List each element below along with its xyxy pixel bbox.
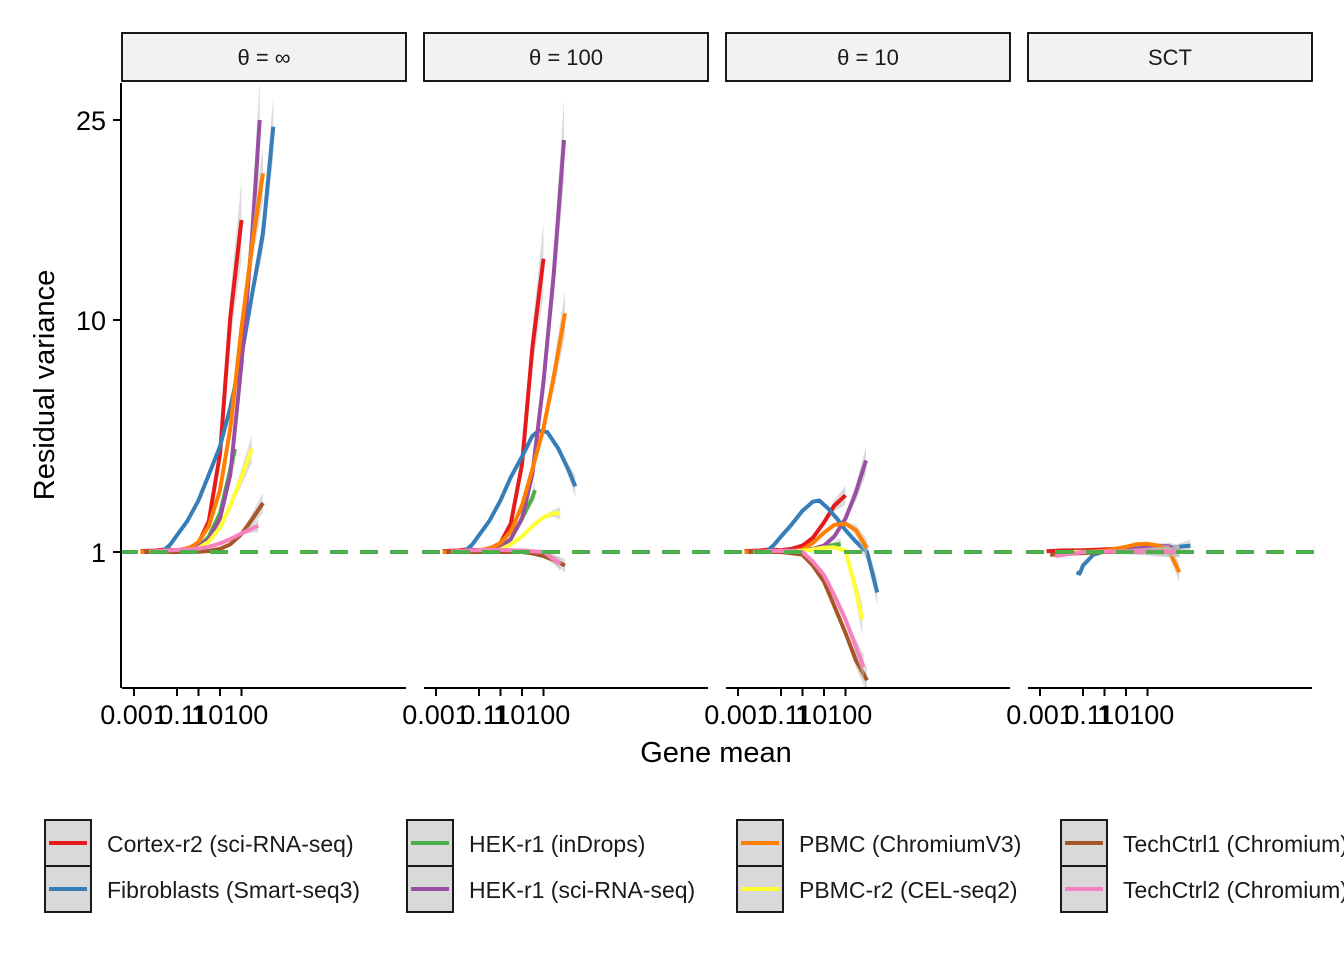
x-tick-label: 10100 — [193, 700, 268, 730]
legend-item: PBMC-r2 (CEL-seq2) — [736, 865, 1018, 913]
facet-strip — [121, 32, 407, 82]
x-tick-label: 0.001 — [100, 700, 168, 730]
x-axis-title: Gene mean — [640, 737, 792, 769]
x-tick-label: 0.001 — [704, 700, 772, 730]
x-tick-label: 1 — [493, 700, 508, 730]
plot-area — [744, 446, 880, 688]
x-tick-label: 1 — [1097, 700, 1112, 730]
series-line-pbmc-chromiumv3 — [744, 521, 869, 554]
legend-label: PBMC (ChromiumV3) — [799, 831, 1021, 857]
facet-strip — [725, 32, 1011, 82]
x-tick-label: 0.1 — [158, 700, 196, 730]
y-axis: 1 10 25 — [76, 83, 122, 688]
y-axis-title: Residual variance — [29, 270, 61, 501]
facet-strip — [423, 32, 709, 82]
x-tick-label: 0.001 — [402, 700, 470, 730]
plot-area — [140, 83, 276, 554]
legend: Cortex-r2 (sci-RNA-seq) Fibroblasts (Smar… — [44, 819, 1344, 913]
series-line-techctrl2-chromium — [752, 548, 866, 668]
x-tick-label: 10100 — [495, 700, 570, 730]
legend-item: TechCtrl1 (Chromium) — [1060, 819, 1344, 867]
x-tick-label: 0.1 — [460, 700, 498, 730]
legend-item: HEK-r1 (sci-RNA-seq) — [406, 865, 695, 913]
x-tick-label: 0.1 — [762, 700, 800, 730]
legend-item: Fibroblasts (Smart-seq3) — [44, 865, 360, 913]
series-line-techctrl2-chromium — [148, 523, 260, 554]
x-tick-label: 1 — [795, 700, 810, 730]
x-tick-label: 10100 — [1099, 700, 1174, 730]
series-line-fibroblasts-smart-seq3 — [764, 498, 880, 593]
facet-strip-label: θ = ∞ — [238, 45, 291, 70]
legend-item: Cortex-r2 (sci-RNA-seq) — [44, 819, 354, 867]
y-tick-label: 1 — [91, 538, 106, 568]
series-line-fibroblasts-smart-seq3 — [462, 428, 578, 554]
facet-strip-label: SCT — [1148, 45, 1192, 70]
legend-label: Fibroblasts (Smart-seq3) — [107, 877, 360, 903]
legend-label: PBMC-r2 (CEL-seq2) — [799, 877, 1018, 903]
series-line-fibroblasts-smart-seq3 — [160, 126, 276, 554]
legend-item: HEK-r1 (inDrops) — [406, 819, 645, 867]
legend-label: HEK-r1 (inDrops) — [469, 831, 645, 857]
legend-label: TechCtrl1 (Chromium) — [1123, 831, 1344, 857]
confidence-band — [845, 521, 867, 558]
legend-item: PBMC (ChromiumV3) — [736, 819, 1021, 867]
plot-area — [442, 99, 578, 573]
legend-label: Cortex-r2 (sci-RNA-seq) — [107, 831, 354, 857]
x-tick-label: 10100 — [797, 700, 872, 730]
legend-item: TechCtrl2 (Chromium) — [1060, 865, 1344, 913]
facet-strip-label: θ = 10 — [837, 45, 899, 70]
x-tick-label: 0.001 — [1006, 700, 1074, 730]
facet-strip-label: θ = 100 — [529, 45, 603, 70]
y-tick-label: 10 — [76, 306, 106, 336]
series-line-cortex-r2-sci-rna-seq — [140, 219, 244, 554]
x-tick-label: 1 — [191, 700, 206, 730]
y-tick-label: 25 — [76, 106, 106, 136]
plot-area — [1046, 539, 1191, 582]
x-tick-label: 0.1 — [1064, 700, 1102, 730]
legend-label: HEK-r1 (sci-RNA-seq) — [469, 877, 695, 903]
legend-label: TechCtrl2 (Chromium) — [1123, 877, 1344, 903]
facet-strip — [1027, 32, 1313, 82]
